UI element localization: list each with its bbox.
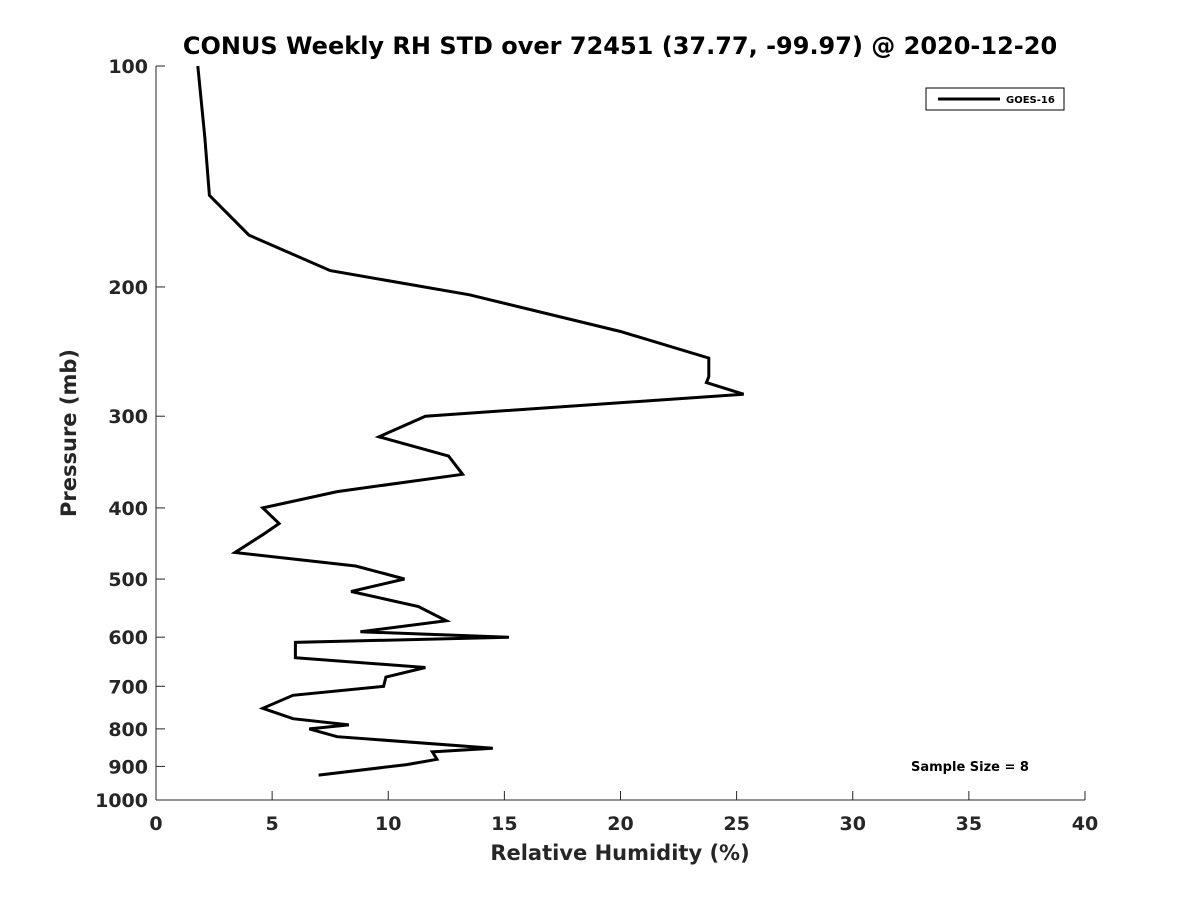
legend: GOES-16 [925,87,1065,111]
y-tick-label: 600 [108,627,148,649]
x-tick-label: 20 [607,813,633,835]
x-tick-label: 35 [956,813,982,835]
x-axis-ticks: 0 5 10 15 20 25 30 35 40 [149,791,1098,835]
legend-label-goes-16: GOES-16 [1006,95,1055,106]
series-line-goes-16 [196,65,745,777]
y-tick-label: 100 [108,56,148,78]
x-tick-label: 15 [491,813,517,835]
x-tick-label: 30 [840,813,866,835]
sample-size-annotation: Sample Size = 8 [911,760,1029,775]
x-tick-label: 25 [723,813,749,835]
y-axis-label: Pressure (mb) [57,349,81,517]
x-axis-label: Relative Humidity (%) [490,841,749,865]
y-axis-ticks: 100 200 300 400 500 600 700 800 900 1000 [95,56,165,812]
y-tick-label: 400 [108,498,148,520]
y-tick-label: 800 [108,719,148,741]
x-tick-label: 10 [375,813,401,835]
y-tick-label: 900 [108,756,148,778]
series-layer [196,65,745,777]
y-tick-label: 700 [108,676,148,698]
x-tick-label: 40 [1072,813,1098,835]
x-tick-label: 5 [266,813,279,835]
x-tick-label: 0 [149,813,162,835]
y-tick-label: 1000 [95,790,148,812]
y-tick-label: 300 [108,406,148,428]
y-tick-label: 200 [108,277,148,299]
y-tick-label: 500 [108,569,148,591]
chart-title: CONUS Weekly RH STD over 72451 (37.77, -… [183,32,1057,60]
